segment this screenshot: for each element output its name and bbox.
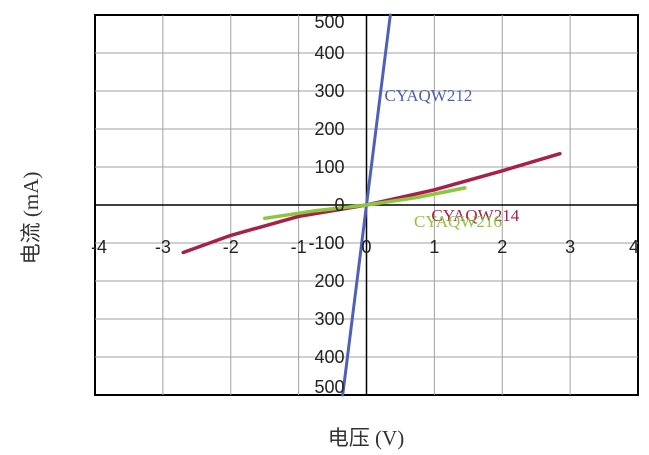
y-tick-label: 200 (314, 271, 344, 291)
y-tick-label: 500 (314, 377, 344, 397)
x-tick-label: 4 (629, 237, 639, 257)
y-tick-label: 500 (314, 12, 344, 32)
series-lines (181, 13, 562, 397)
series-line-cyaqw216 (262, 186, 467, 221)
x-tick-label: 1 (429, 237, 439, 257)
x-tick-label: -3 (155, 237, 171, 257)
x-tick-label: 0 (361, 237, 371, 257)
x-tick-label: -4 (91, 237, 107, 257)
x-tick-label: 2 (497, 237, 507, 257)
y-tick-labels: 500 400 300 200 100 0 -100 200 300 400 500 (308, 12, 344, 397)
series-label-cyaqw214: CYAQW214 (431, 206, 519, 225)
x-tick-label: -1 (291, 237, 307, 257)
y-tick-label: 0 (334, 195, 344, 215)
series-label-cyaqw212: CYAQW212 (385, 86, 473, 105)
x-tick-label: -2 (223, 237, 239, 257)
y-tick-label: 100 (314, 157, 344, 177)
y-tick-label: -100 (308, 233, 344, 253)
x-tick-label: 3 (565, 237, 575, 257)
y-tick-label: 300 (314, 81, 344, 101)
y-tick-label: 300 (314, 309, 344, 329)
y-tick-label: 400 (314, 347, 344, 367)
y-tick-label: 200 (314, 119, 344, 139)
series-label-cyaqw216: CYAQW216 (414, 212, 502, 231)
y-axis-title: 电流 (mA) (19, 172, 43, 265)
x-tick-labels: -4 -3 -2 -1 0 1 2 3 4 (91, 237, 639, 257)
y-tick-label: 400 (314, 43, 344, 63)
x-axis-title: 电压 (V) (328, 426, 404, 450)
